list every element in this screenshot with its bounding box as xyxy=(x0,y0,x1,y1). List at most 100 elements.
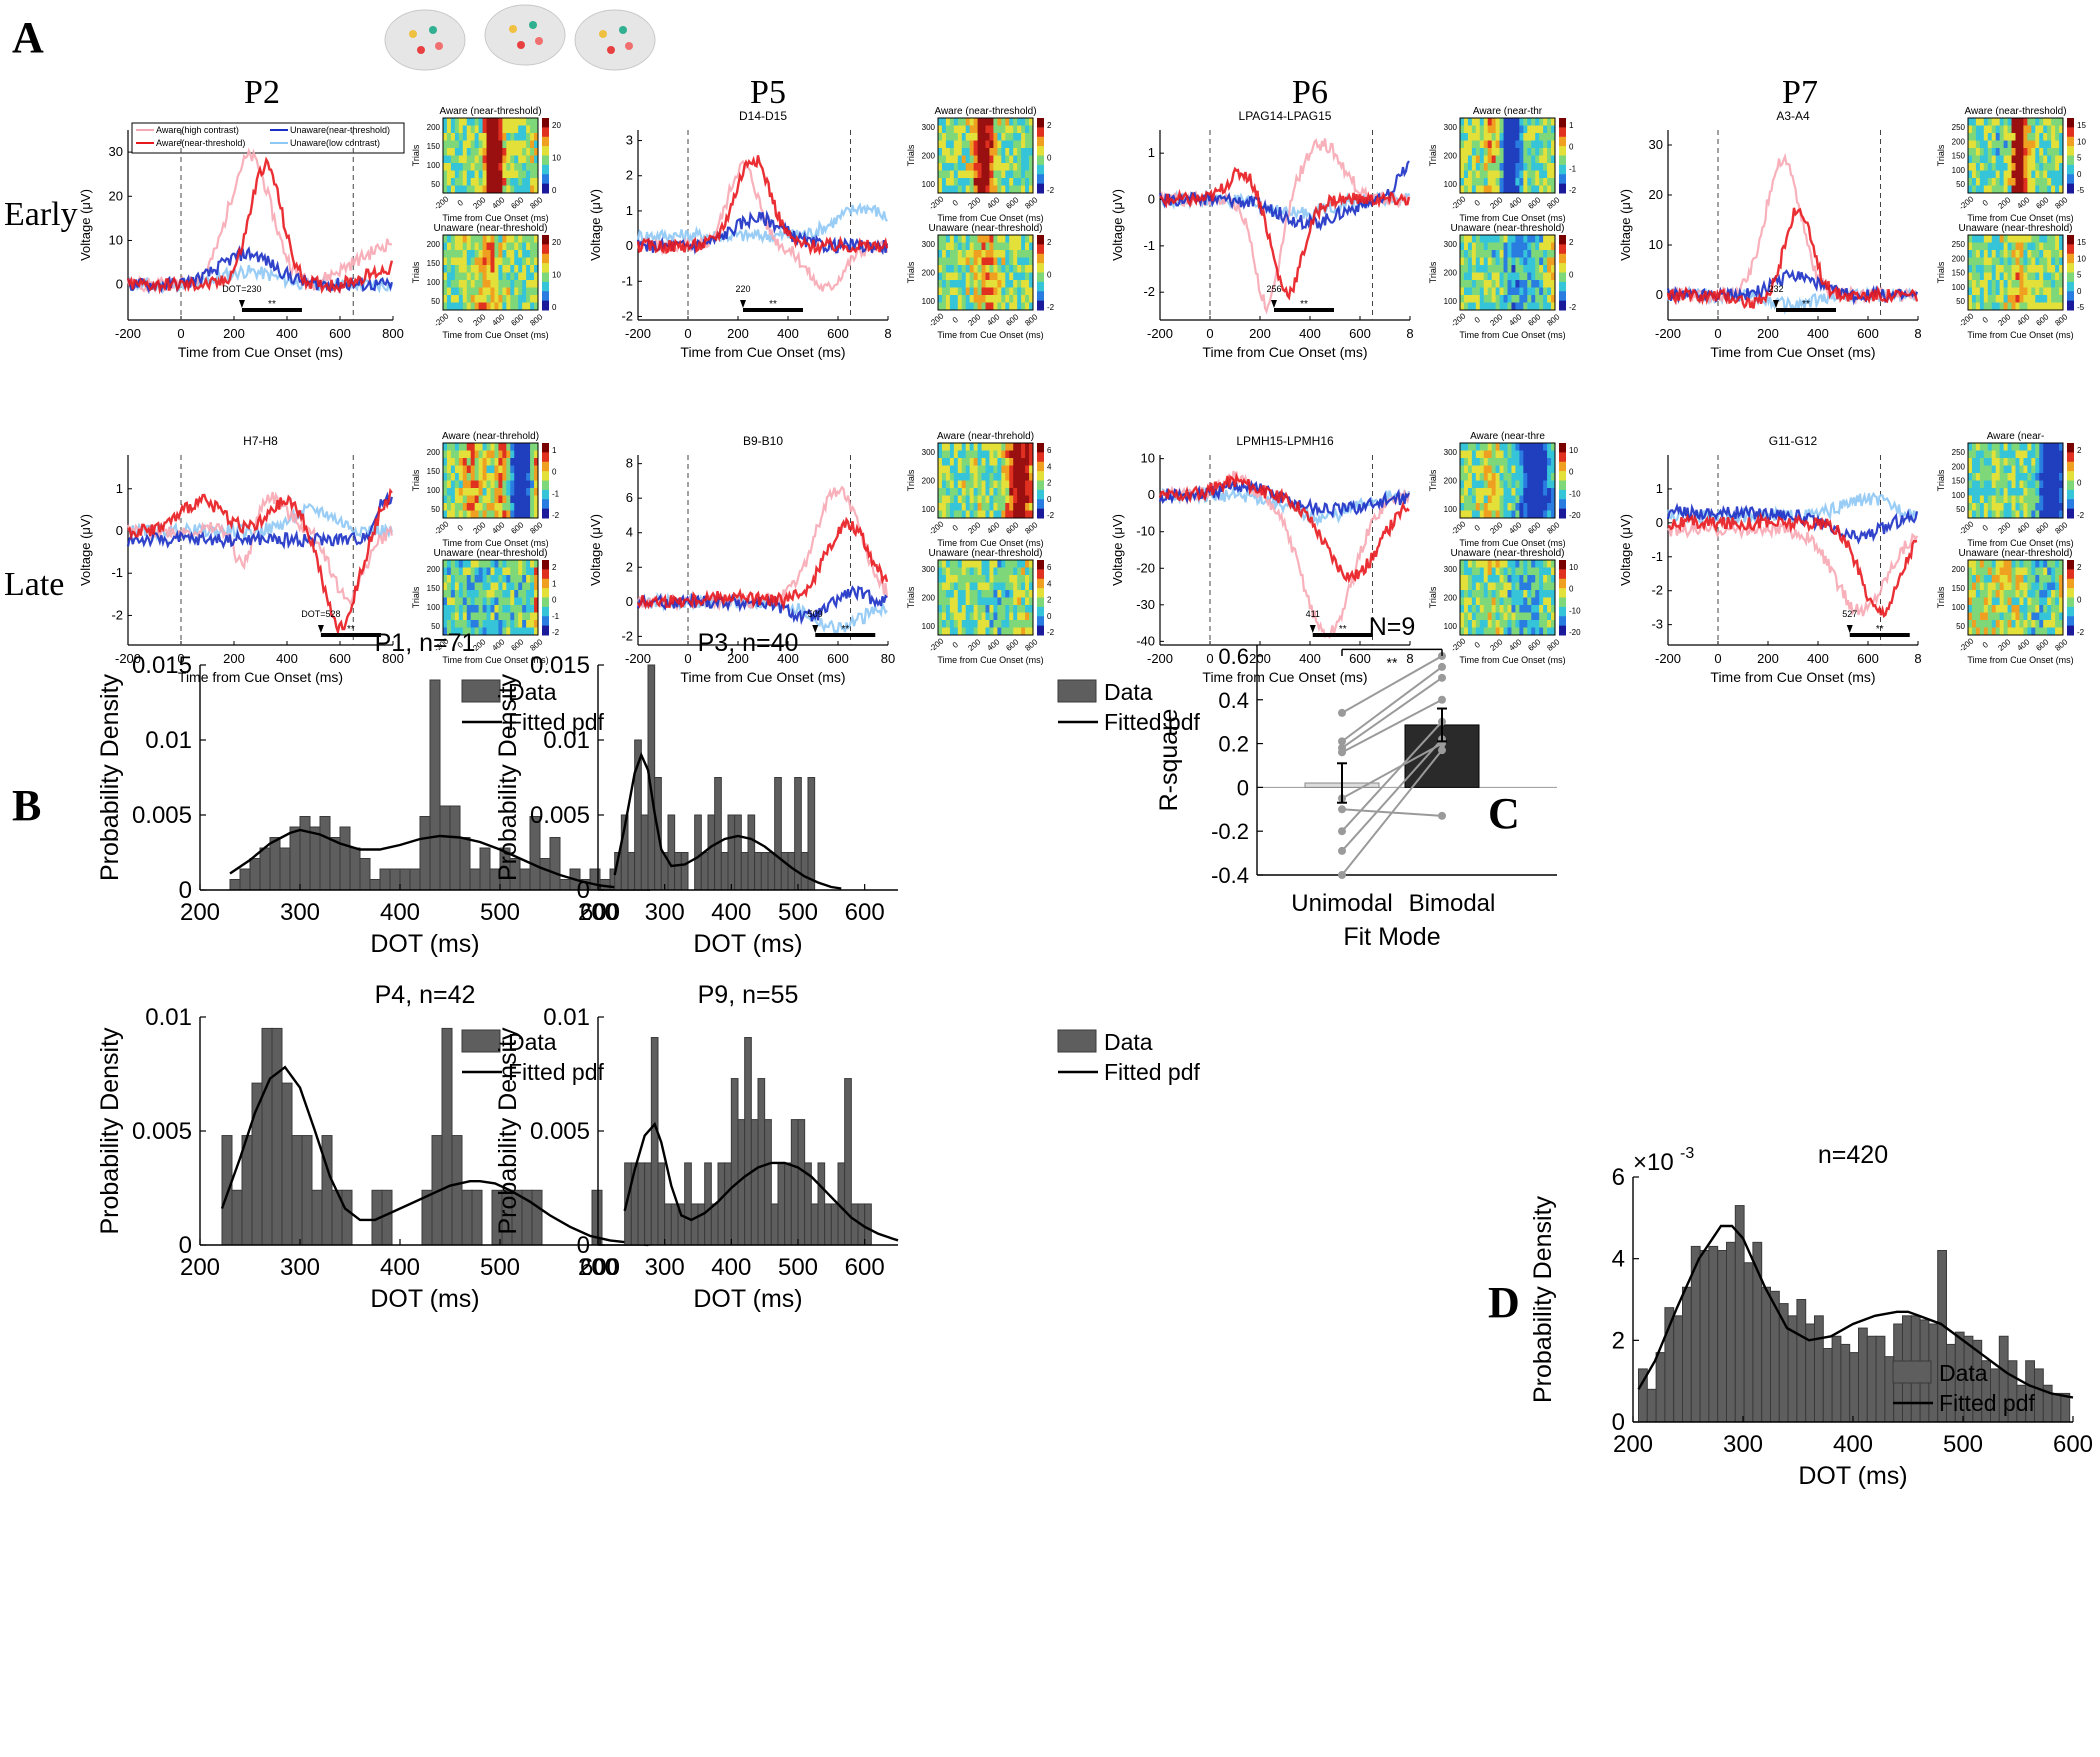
x-tick-label: -200 xyxy=(625,326,651,341)
heatmap-cell xyxy=(1527,597,1532,606)
heatmap-cell xyxy=(1999,567,2005,576)
y-tick-label: 6 xyxy=(626,490,633,505)
heatmap-cell xyxy=(443,257,448,266)
heatmap-cell xyxy=(997,567,1002,576)
heatmap-x-tick-label: 800 xyxy=(1023,195,1039,211)
heatmap-cell xyxy=(1487,265,1493,273)
heatmap-x-tick-label: 200 xyxy=(1996,195,2012,211)
heatmap-cell xyxy=(1551,503,1556,511)
heatmap-cell xyxy=(514,170,519,179)
heatmap-cell xyxy=(2035,178,2040,186)
heatmap-cell xyxy=(941,185,947,194)
heatmap-cell xyxy=(2059,620,2064,628)
colorbar-segment xyxy=(2067,263,2074,273)
heatmap-cell xyxy=(977,612,983,621)
heatmap-cell xyxy=(1021,450,1026,459)
colorbar-tick-label: 15 xyxy=(2077,238,2086,247)
histogram-bar xyxy=(409,868,421,891)
heatmap-cell xyxy=(1519,627,1524,636)
heatmap-cell xyxy=(1507,605,1512,613)
heatmap-cell xyxy=(458,582,464,591)
heatmap-cell xyxy=(1987,605,1993,613)
heatmap-cell xyxy=(454,503,460,511)
heatmap-cell xyxy=(466,612,472,621)
histogram-bar xyxy=(539,858,551,891)
colorbar-segment xyxy=(1037,578,1044,589)
heatmap-cell xyxy=(977,575,983,583)
heatmap-cell xyxy=(462,627,468,636)
heatmap-cell xyxy=(530,133,535,141)
heatmap-cell xyxy=(2051,295,2056,303)
heatmap-cell xyxy=(941,178,947,186)
y-tick-label: 3 xyxy=(626,133,633,148)
heatmap-cell xyxy=(522,473,527,481)
heatmap-cell xyxy=(2055,488,2060,496)
heatmap-cell xyxy=(1987,510,1993,519)
heatmap-cell xyxy=(1499,605,1505,613)
heatmap-cell xyxy=(2039,287,2044,296)
heatmap-cell xyxy=(1499,295,1505,303)
heatmap-cell xyxy=(957,178,963,186)
heatmap-cell xyxy=(2047,560,2052,568)
heatmap-cell xyxy=(1983,597,1989,606)
heatmap-cell xyxy=(2019,280,2024,288)
colorbar-segment xyxy=(1559,155,1566,166)
x-tick-label: -200 xyxy=(625,651,651,666)
heatmap-cell xyxy=(965,257,971,266)
histogram-bar xyxy=(784,1162,792,1246)
heatmap-cell xyxy=(2003,560,2009,568)
heatmap-cell xyxy=(1519,620,1524,628)
heatmap-cell xyxy=(2051,567,2056,576)
heatmap-cell xyxy=(534,242,539,251)
heatmap-cell xyxy=(1029,280,1034,288)
heatmap-cell xyxy=(2047,125,2052,134)
x-tick-label: 600 xyxy=(1349,651,1371,666)
heatmap-cell xyxy=(1547,590,1552,598)
heatmap-cell xyxy=(1968,590,1973,598)
heatmap-cell xyxy=(1535,575,1540,583)
heatmap-cell xyxy=(2047,235,2052,243)
heatmap-cell xyxy=(502,503,507,511)
heatmap-cell xyxy=(2031,465,2036,474)
heatmap-cell xyxy=(2003,170,2009,179)
heatmap-cell xyxy=(1999,257,2005,266)
heatmap-cell xyxy=(2031,582,2036,591)
heatmap-cell xyxy=(1539,590,1544,598)
heatmap-cell xyxy=(2055,118,2060,126)
heatmap-cell xyxy=(474,302,480,311)
heatmap-cell xyxy=(1519,605,1524,613)
heatmap-cell xyxy=(2031,163,2036,171)
legend-label: Data xyxy=(1939,1360,1988,1386)
heatmap-cell xyxy=(941,480,947,489)
heatmap-cell xyxy=(2027,465,2032,474)
heatmap-cell xyxy=(1547,235,1552,243)
heatmap-cell xyxy=(2011,590,2016,598)
heatmap-cell xyxy=(941,567,947,576)
heatmap-cell xyxy=(2055,295,2060,303)
heatmap-cell xyxy=(1471,272,1477,281)
heatmap-cell xyxy=(510,257,515,266)
heatmap-cell xyxy=(530,140,535,149)
heatmap-cell xyxy=(502,280,507,288)
heatmap-cell xyxy=(2035,612,2040,621)
heatmap-cell xyxy=(1507,495,1512,504)
heatmap-cell xyxy=(2043,567,2048,576)
heatmap-cell xyxy=(443,148,448,156)
colorbar-segment xyxy=(1037,174,1044,185)
heatmap-cell xyxy=(1009,627,1014,636)
heatmap-cell xyxy=(1987,155,1993,164)
heatmap-cell xyxy=(1551,597,1556,606)
heatmap-cell xyxy=(1017,495,1022,504)
heatmap-cell xyxy=(2031,473,2036,481)
heatmap-cell xyxy=(1531,295,1536,303)
heatmap-cell xyxy=(1551,612,1556,621)
heatmap-cell xyxy=(1503,480,1508,489)
heatmap-cell xyxy=(494,125,499,134)
heatmap-cell xyxy=(518,458,523,466)
heatmap-cell xyxy=(1519,590,1524,598)
heatmap-cell xyxy=(938,510,943,519)
heatmap-cell xyxy=(1987,250,1993,258)
heatmap-cell xyxy=(1507,185,1512,194)
x-tick-label: 80 xyxy=(881,651,895,666)
heatmap-cell xyxy=(2027,140,2032,149)
